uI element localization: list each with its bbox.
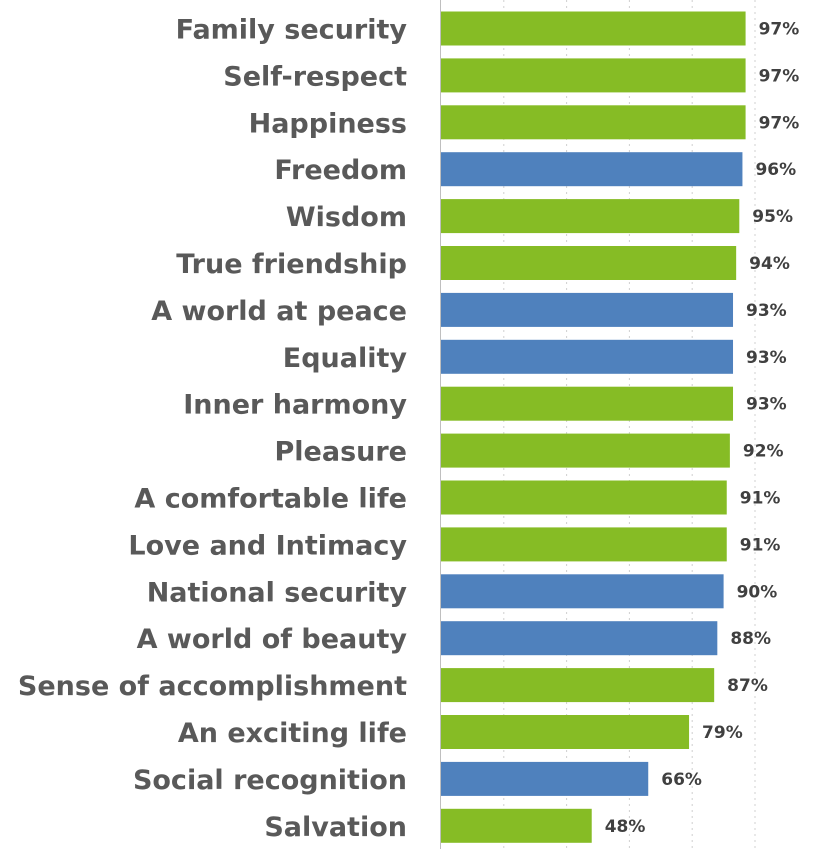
data-label: 48% (605, 817, 646, 837)
data-label: 93% (746, 348, 787, 368)
data-label: 87% (727, 676, 768, 696)
category-label: Pleasure (275, 437, 408, 468)
category-label: Sense of accomplishment (18, 671, 407, 702)
data-label: 97% (759, 66, 800, 86)
bar (441, 433, 730, 468)
category-label: Inner harmony (183, 390, 407, 421)
bar (441, 527, 727, 562)
data-label: 90% (737, 582, 778, 602)
bar (441, 668, 715, 703)
category-label: Self-respect (223, 61, 407, 92)
bar (441, 621, 718, 656)
grid-layer (440, 0, 756, 849)
data-label: 66% (661, 770, 702, 790)
data-label: 93% (746, 395, 787, 415)
category-label: True friendship (176, 249, 407, 280)
bar (441, 761, 649, 796)
data-label: 94% (749, 254, 790, 274)
category-label: Love and Intimacy (128, 530, 407, 561)
data-label: 91% (740, 535, 781, 555)
bar (441, 105, 746, 140)
bar (441, 199, 740, 234)
category-label: A world of beauty (137, 624, 408, 655)
data-label: 97% (759, 113, 800, 133)
data-label: 93% (746, 301, 787, 321)
bar (441, 574, 724, 609)
data-label: 97% (759, 20, 800, 40)
bar (441, 292, 734, 327)
category-label: Wisdom (286, 202, 407, 233)
category-label: An exciting life (178, 718, 407, 749)
data-label: 88% (730, 629, 771, 649)
data-label: 95% (752, 207, 793, 227)
category-label: Happiness (249, 108, 407, 139)
bar (441, 246, 737, 280)
bar (441, 152, 743, 187)
data-label: 79% (702, 723, 743, 743)
value-label-layer: 97% 97% 97% 96% 95% 94% 93% 93% 93% 92% 91% 91% 90% 8… (605, 20, 800, 837)
category-label: Family security (176, 15, 408, 46)
data-label: 91% (740, 489, 781, 509)
category-label: Salvation (264, 812, 407, 843)
bar (441, 386, 734, 421)
data-label: 92% (743, 442, 784, 462)
category-label: Freedom (274, 155, 407, 186)
bar (441, 715, 690, 749)
category-label: Social recognition (133, 765, 407, 796)
bar (441, 808, 592, 843)
category-label: A comfortable life (134, 484, 407, 515)
category-label: National security (147, 577, 408, 608)
bar (441, 339, 734, 374)
bar (441, 58, 746, 93)
data-label: 96% (755, 160, 796, 180)
bar-layer (441, 11, 746, 843)
bar (441, 11, 746, 46)
bar (441, 480, 727, 515)
category-label-layer: Family security Self-respect Happiness Free… (18, 15, 407, 843)
category-label: A world at peace (151, 296, 407, 327)
category-label: Equality (283, 343, 408, 374)
